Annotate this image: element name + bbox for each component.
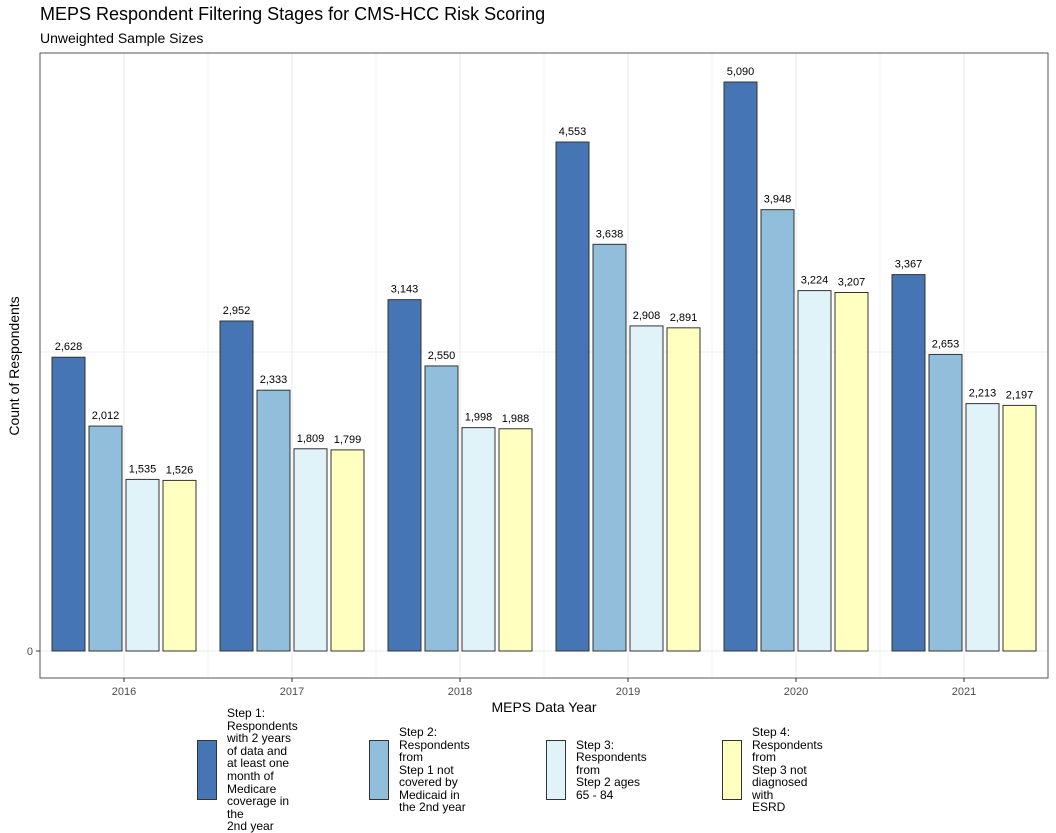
bar xyxy=(723,81,758,652)
data-label: 1,799 xyxy=(334,434,362,446)
x-axis-label: MEPS Data Year xyxy=(491,699,597,715)
data-label: 2,653 xyxy=(932,338,960,350)
y-tick-label: 0 xyxy=(27,646,33,658)
chart-title: MEPS Respondent Filtering Stages for CMS… xyxy=(40,4,546,24)
y-axis-label: Count of Respondents xyxy=(6,296,22,436)
data-label: 2,628 xyxy=(55,341,83,353)
legend-key-step-1 xyxy=(197,740,217,800)
bar xyxy=(592,243,627,652)
bar xyxy=(88,425,123,652)
bar xyxy=(555,141,590,652)
bar xyxy=(461,427,496,652)
bar xyxy=(162,479,197,652)
data-label: 2,550 xyxy=(428,350,456,362)
data-label: 2,891 xyxy=(670,312,698,324)
bar xyxy=(125,478,160,652)
bar xyxy=(797,290,832,652)
legend-label-step-3: Step 3: Respondents from Step 2 ages 65 -… xyxy=(576,738,647,802)
data-label: 1,535 xyxy=(129,463,157,475)
data-label: 4,553 xyxy=(559,126,587,138)
data-label: 2,952 xyxy=(223,305,251,317)
data-label: 2,908 xyxy=(633,310,661,322)
bar xyxy=(330,449,365,652)
data-label: 3,948 xyxy=(764,194,792,206)
bar xyxy=(219,320,254,652)
data-label: 3,367 xyxy=(895,259,923,271)
data-label: 3,143 xyxy=(391,284,419,296)
x-tick-label: 2019 xyxy=(616,686,640,698)
legend-key-step-2 xyxy=(369,740,389,800)
legend-label-line: Step 2: Respondents from xyxy=(399,724,470,765)
legend-key-step-4 xyxy=(722,740,742,800)
bar xyxy=(424,365,459,652)
data-label: 3,207 xyxy=(838,276,866,288)
data-label: 2,197 xyxy=(1006,389,1034,401)
legend-key-step-3 xyxy=(546,740,566,800)
bar xyxy=(387,299,422,652)
legend-label-line: 2nd year xyxy=(227,819,274,833)
x-tick-label: 2020 xyxy=(784,686,808,698)
legend-label-line: Step 4: Respondents from xyxy=(752,724,823,765)
legend-label-line: Step 2 ages 65 - 84 xyxy=(576,775,641,802)
legend-label-step-4: Step 4: Respondents from Step 3 not diagn… xyxy=(752,726,823,814)
data-label: 2,213 xyxy=(969,388,997,400)
bar xyxy=(928,353,963,652)
data-label: 1,988 xyxy=(502,413,530,425)
data-label: 1,998 xyxy=(465,412,493,424)
data-label: 2,012 xyxy=(92,410,120,422)
legend-label-step-2: Step 2: Respondents from Step 1 not cover… xyxy=(399,726,470,814)
x-tick-label: 2017 xyxy=(280,686,304,698)
bar-chart: 2,628 2,952 3,143 4,553 5,090 3,367 2,012 2,333… xyxy=(27,52,1049,698)
bar xyxy=(834,291,869,652)
bar xyxy=(760,209,795,652)
bar xyxy=(965,403,1000,652)
legend-label-step-1: Step 1: Respondents with 2 years of data … xyxy=(227,707,298,833)
chart-subtitle: Unweighted Sample Sizes xyxy=(40,30,204,46)
data-label: 2,333 xyxy=(260,374,288,386)
x-tick-label: 2016 xyxy=(112,686,136,698)
bar xyxy=(51,356,86,652)
bar xyxy=(629,325,664,652)
legend-label-line: Medicare coverage in the xyxy=(227,781,290,821)
legend-label-line: Medicaid in the 2nd year xyxy=(399,787,466,815)
data-label: 3,224 xyxy=(801,275,829,287)
legend-label-line: at least one month of xyxy=(227,756,290,783)
legend-label-line: Step 3: Respondents from xyxy=(576,737,647,777)
legend-label-line: Step 1: Respondents xyxy=(227,706,298,733)
legend-label-line: with 2 years of data and xyxy=(227,731,292,758)
data-label: 3,638 xyxy=(596,228,624,240)
plot-panel-border xyxy=(39,52,1049,679)
data-label: 1,526 xyxy=(166,464,194,476)
x-tick-label: 2021 xyxy=(952,686,976,698)
x-tick-label: 2018 xyxy=(448,686,472,698)
bar xyxy=(1002,404,1037,652)
data-label: 5,090 xyxy=(727,66,755,78)
bar xyxy=(666,327,701,652)
bar xyxy=(293,448,328,652)
legend-label-line: Step 3 not diagnosed with xyxy=(752,762,808,802)
data-label: 1,809 xyxy=(297,433,325,445)
legend-label-line: ESRD xyxy=(752,800,786,815)
legend-label-line: Step 1 not covered by xyxy=(399,762,458,790)
bar xyxy=(498,428,533,652)
bar xyxy=(256,389,291,652)
bar xyxy=(891,274,926,652)
